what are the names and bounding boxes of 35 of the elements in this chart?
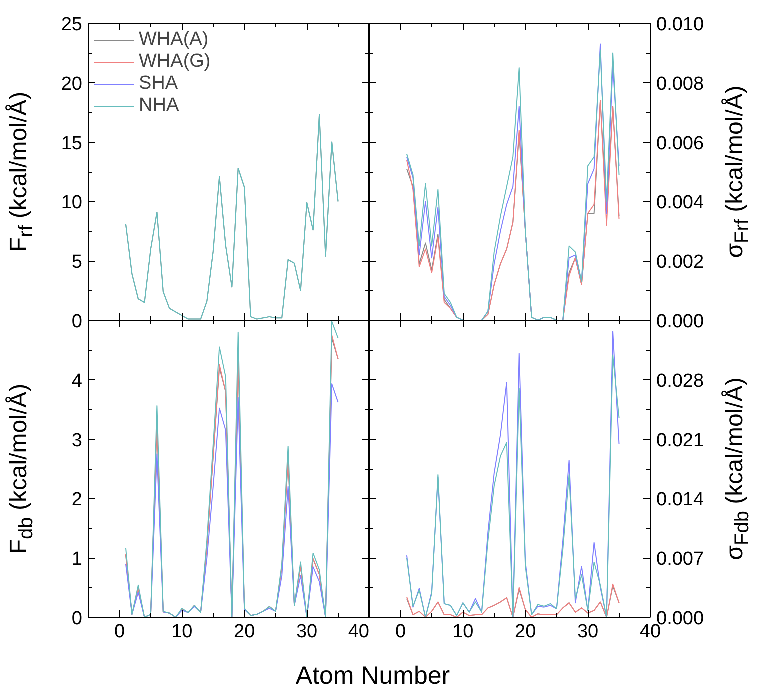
y2-tick-label: 0.028 bbox=[656, 370, 704, 392]
y-tick-label: 0 bbox=[72, 608, 83, 630]
x-tick-label: 0 bbox=[114, 622, 126, 642]
x-tick-label: 30 bbox=[296, 622, 318, 642]
x-tick-label: 30 bbox=[577, 622, 599, 642]
y-tick-label: 1 bbox=[72, 549, 83, 570]
legend-label: NHA bbox=[139, 95, 180, 117]
legend-label: WHA(A) bbox=[139, 29, 209, 51]
y2-tick-label: 0.000 bbox=[656, 312, 704, 332]
y-tick-label: 2 bbox=[72, 490, 83, 511]
y-tick-label: 4 bbox=[72, 370, 83, 392]
x-tick-label: 40 bbox=[348, 622, 370, 642]
y2-tick-label: 0.007 bbox=[656, 549, 704, 570]
y2-tick-label: 0.006 bbox=[656, 133, 704, 154]
y2-tick-label: 0.004 bbox=[656, 192, 704, 214]
x-axis-title: Atom Number bbox=[296, 661, 450, 692]
y-tick-label: 5 bbox=[72, 252, 83, 274]
y2-tick-label: 0.008 bbox=[656, 74, 704, 95]
y-tick-label: 25 bbox=[61, 14, 83, 36]
y-tick-label: 20 bbox=[61, 74, 83, 95]
x-tick-label: 20 bbox=[234, 622, 256, 642]
x-tick-label: 20 bbox=[515, 622, 536, 642]
x-tick-label: 10 bbox=[172, 622, 193, 642]
y-tick-label: 15 bbox=[61, 133, 83, 154]
y2-tick-label: 0.014 bbox=[656, 490, 704, 511]
legend-label: WHA(G) bbox=[139, 51, 211, 73]
y-tick-label: 10 bbox=[61, 192, 83, 214]
legend-label: SHA bbox=[139, 73, 178, 95]
y2-tick-label: 0.002 bbox=[656, 252, 704, 274]
x-tick-label: 0 bbox=[395, 622, 406, 642]
y2-tick-label: 0.021 bbox=[656, 430, 704, 452]
y-tick-label: 3 bbox=[72, 430, 83, 452]
y2-tick-label: 0.010 bbox=[656, 14, 704, 36]
y-tick-label: 0 bbox=[72, 312, 83, 332]
x-tick-label: 10 bbox=[452, 622, 474, 642]
